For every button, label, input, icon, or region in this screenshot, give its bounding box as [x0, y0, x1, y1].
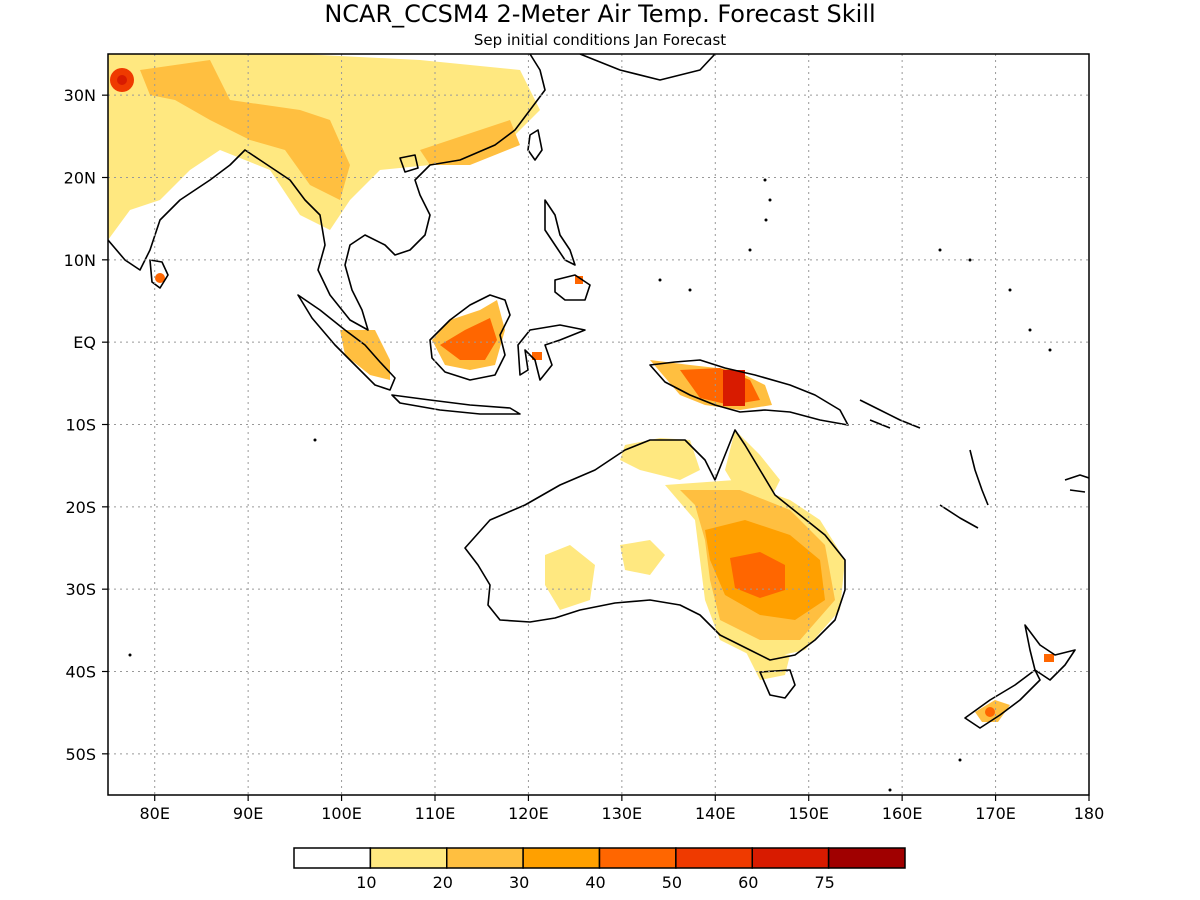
- skill-spot-new-zealand-south: [985, 707, 995, 717]
- legend-swatch: [751, 847, 830, 869]
- coastline-philippines-mindanao: [554, 274, 591, 301]
- lon-tick-label: 180: [1074, 804, 1105, 823]
- coastline-australia: [464, 429, 846, 661]
- skill-region-australia-north: [620, 438, 700, 480]
- map-title: NCAR_CCSM4 2-Meter Air Temp. Forecast Sk…: [324, 0, 875, 28]
- legend-swatch: [446, 847, 524, 869]
- coastline-tasmania: [759, 669, 796, 699]
- skill-region-australia-east-core: [730, 552, 785, 598]
- coastline-taiwan: [527, 129, 543, 161]
- lon-tick-label: 160E: [882, 804, 923, 823]
- lon-tick-label: 100E: [321, 804, 362, 823]
- color-legend: 10 20 30 40 50 60 75: [293, 847, 906, 892]
- lat-tick-label: 10N: [64, 251, 96, 270]
- skill-spot-west-india-core: [117, 75, 127, 85]
- legend-tick-label: 75: [814, 873, 834, 892]
- lon-tick-label: 90E: [233, 804, 263, 823]
- coastline-new-guinea: [649, 359, 849, 426]
- skill-spot-philippines: [575, 276, 583, 284]
- lon-tick-label: 80E: [139, 804, 169, 823]
- skill-region-sumatra: [340, 330, 390, 380]
- coastline-java: [391, 394, 521, 415]
- lat-tick-label: 50S: [65, 745, 96, 764]
- legend-swatch: [827, 847, 906, 869]
- coastline-fiji: [1064, 474, 1089, 493]
- coastline-japan: [579, 54, 716, 81]
- legend-tick-label: 60: [738, 873, 758, 892]
- lon-tick-label: 170E: [975, 804, 1016, 823]
- coastlines: [108, 54, 1089, 729]
- lat-tick-label: 10S: [65, 416, 96, 435]
- coastline-hainan: [399, 154, 419, 173]
- skill-spot-new-zealand-north: [1044, 654, 1054, 662]
- lat-tick-label: 20N: [64, 169, 96, 188]
- coastline-philippines-luzon: [544, 199, 576, 266]
- legend-tick-label: 30: [509, 873, 529, 892]
- legend-tick-label: 20: [433, 873, 453, 892]
- lon-tick-label: 120E: [508, 804, 549, 823]
- lon-tick-label: 140E: [695, 804, 736, 823]
- lat-tick-label: 40S: [65, 663, 96, 682]
- lat-tick-label: 20S: [65, 498, 96, 517]
- coastline-new-zealand-north: [1024, 624, 1076, 681]
- legend-tick-label: 10: [356, 873, 376, 892]
- legend-swatch: [675, 847, 753, 869]
- skill-region-borneo-core: [440, 318, 497, 360]
- skill-spot-sulawesi: [532, 352, 542, 360]
- legend-swatch: [598, 847, 677, 869]
- coastline-new-caledonia: [939, 504, 979, 529]
- skill-spot-new-guinea-core: [723, 370, 745, 406]
- skill-shading: [108, 54, 1054, 722]
- coastline-borneo: [429, 294, 511, 381]
- legend-swatch: [522, 847, 601, 869]
- coastline-asia-mainland: [108, 54, 546, 331]
- map-subtitle: Sep initial conditions Jan Forecast: [474, 31, 726, 49]
- lon-tick-label: 150E: [788, 804, 829, 823]
- legend-swatch: [369, 847, 448, 869]
- coastline-sri-lanka: [149, 259, 169, 289]
- lon-tick-label: 110E: [415, 804, 456, 823]
- small-islands: [128, 178, 1052, 792]
- plot-area: [108, 54, 1089, 795]
- longitude-axis: 80E 90E 100E 110E 120E 130E 140E 150E 160E 170E 18…: [139, 795, 1104, 823]
- lon-tick-label: 130E: [602, 804, 643, 823]
- legend-tick-label: 40: [585, 873, 605, 892]
- graticule: [108, 54, 1089, 795]
- coastline-new-zealand-south: [964, 669, 1041, 729]
- coastline-solomon-islands: [859, 399, 921, 429]
- coastline-vanuatu: [969, 449, 989, 506]
- skill-region-australia-west: [545, 545, 595, 610]
- coastline-sumatra: [297, 294, 396, 391]
- legend-swatch: [293, 847, 372, 869]
- lat-tick-label: EQ: [73, 333, 96, 352]
- lat-tick-label: 30S: [65, 580, 96, 599]
- skill-spot-sri-lanka: [155, 273, 165, 283]
- coastline-sulawesi: [517, 324, 586, 381]
- skill-region-south-china: [420, 120, 520, 165]
- legend-tick-label: 50: [662, 873, 682, 892]
- latitude-axis: 30N 20N 10N EQ 10S 20S 30S 40S 50S: [64, 86, 108, 764]
- lat-tick-label: 30N: [64, 86, 96, 105]
- skill-region-australia-central: [620, 540, 665, 575]
